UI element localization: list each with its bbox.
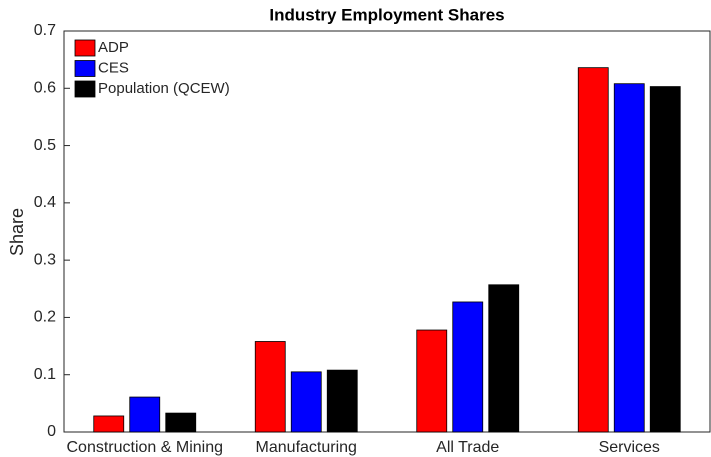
bar	[129, 396, 161, 433]
bar	[577, 67, 609, 433]
bar	[290, 371, 322, 433]
y-tick-label: 0.5	[34, 137, 56, 154]
chart-title: Industry Employment Shares	[269, 5, 504, 24]
x-tick-label: All Trade	[436, 439, 499, 456]
y-tick-label: 0	[47, 423, 56, 440]
bar	[613, 83, 645, 433]
bar	[416, 329, 448, 433]
bar	[649, 86, 681, 433]
x-tick-label: Services	[599, 439, 660, 456]
legend-label: Population (QCEW)	[98, 80, 230, 97]
legend-swatch	[74, 39, 96, 57]
legend-label: CES	[98, 59, 129, 76]
y-tick-label: 0.1	[34, 366, 56, 383]
bar	[165, 412, 197, 433]
bar	[452, 301, 484, 433]
y-tick-label: 0.4	[34, 194, 56, 211]
bar	[488, 284, 520, 433]
bar	[93, 415, 125, 433]
bar	[326, 369, 358, 433]
x-tick-label: Manufacturing	[256, 439, 357, 456]
legend-swatch	[74, 60, 96, 77]
y-tick-label: 0.2	[34, 309, 56, 326]
x-tick-label: Construction & Mining	[66, 439, 223, 456]
legend-swatch	[74, 80, 96, 98]
plot-frame	[63, 30, 711, 433]
y-tick-label: 0.7	[34, 22, 56, 39]
y-axis-label: Share	[7, 208, 27, 256]
bar	[254, 341, 286, 433]
y-tick-label: 0.6	[34, 80, 56, 97]
y-tick-label: 0.3	[34, 251, 56, 268]
legend-label: ADP	[98, 39, 129, 56]
